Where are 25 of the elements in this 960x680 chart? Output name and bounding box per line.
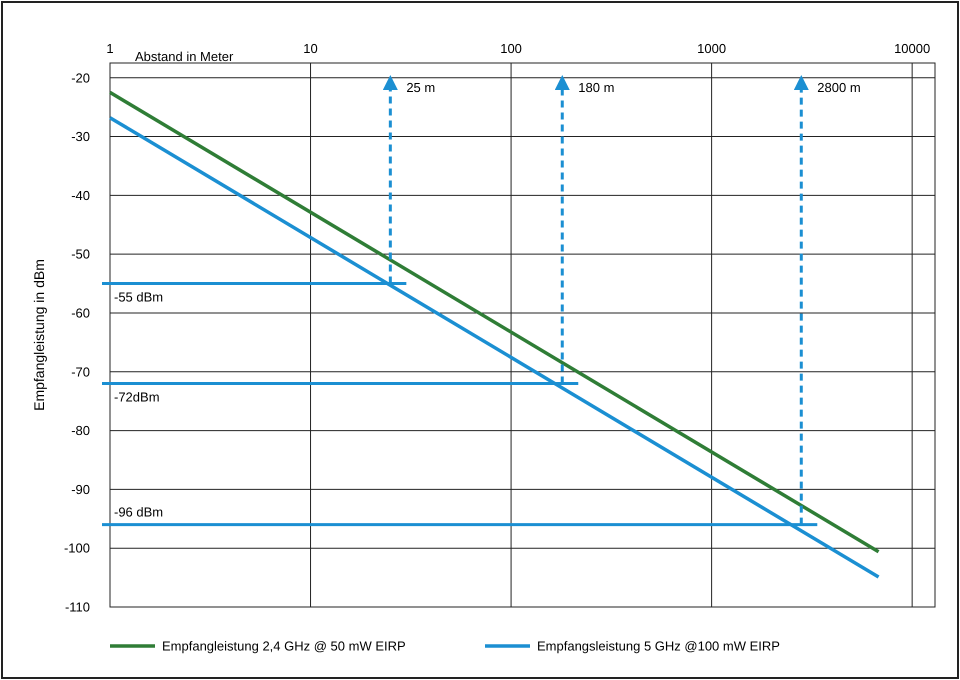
x-tick-label: 100 — [500, 41, 522, 56]
x-tick-label: 10000 — [894, 41, 930, 56]
y-tick-label: -70 — [71, 364, 90, 380]
ref-line-label: 2800 m — [817, 80, 861, 95]
y-tick-label: -80 — [71, 423, 90, 438]
ref-line-label: -96 dBm — [114, 504, 164, 520]
x-tick-label: 1 — [106, 41, 114, 56]
y-tick-label: -90 — [71, 482, 90, 497]
y-tick-label: -40 — [71, 188, 90, 203]
ref-line-label: 25 m — [406, 80, 436, 95]
ref-line-label: 180 m — [578, 80, 614, 95]
ref-line-label: -72dBm — [114, 390, 160, 405]
x-axis-title: Abstand in Meter — [135, 49, 234, 64]
x-tick-label: 1000 — [697, 41, 726, 56]
y-tick-label: -110 — [64, 600, 90, 615]
legend-label: Empfangsleistung 5 GHz @100 mW EIRP — [537, 638, 780, 654]
legend-label: Empfangleistung 2,4 GHz @ 50 mW EIRP — [162, 638, 406, 654]
x-tick-label: 10 — [303, 41, 318, 56]
y-tick-label: -60 — [71, 305, 90, 320]
y-tick-label: -20 — [71, 70, 90, 86]
y-tick-label: -50 — [71, 246, 90, 262]
y-tick-label: -30 — [71, 129, 90, 144]
y-tick-label: -100 — [64, 540, 90, 556]
ref-line-label: -55 dBm — [114, 290, 164, 305]
y-axis-title: Empfangleistung in dBm — [31, 259, 47, 411]
